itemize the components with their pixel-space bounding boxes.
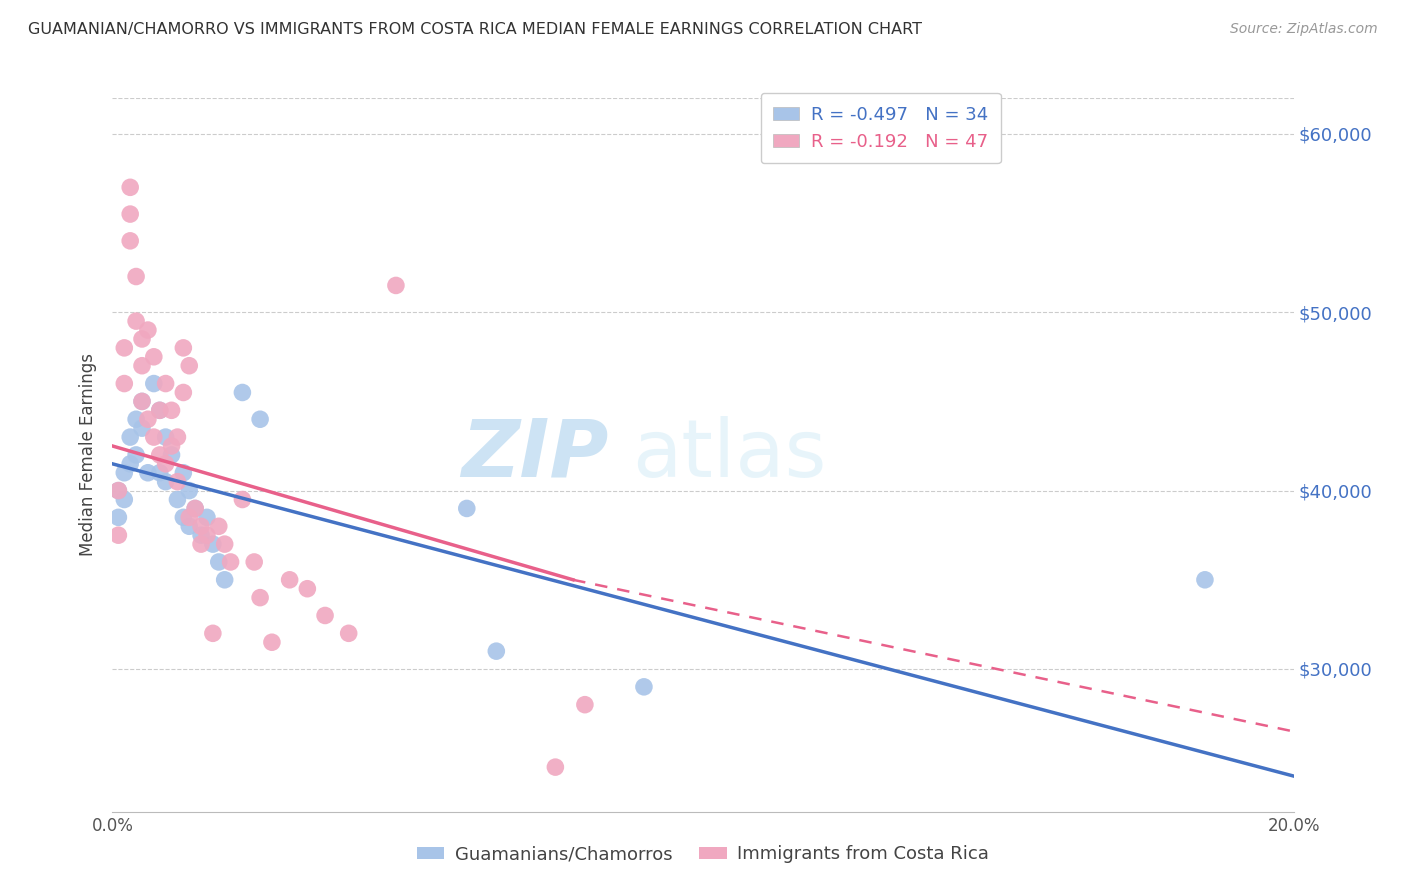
Point <box>131 394 153 409</box>
Point <box>149 466 172 480</box>
Point <box>155 430 177 444</box>
Point <box>485 644 508 658</box>
Point <box>120 180 142 194</box>
Point <box>112 466 135 480</box>
Point <box>179 483 201 498</box>
Point <box>201 537 224 551</box>
Point <box>107 483 129 498</box>
Point <box>260 635 283 649</box>
Point <box>166 475 188 489</box>
Text: ZIP: ZIP <box>461 416 609 494</box>
Point <box>155 376 177 391</box>
Point <box>633 680 655 694</box>
Point <box>195 510 218 524</box>
Point <box>172 385 194 400</box>
Point <box>120 234 142 248</box>
Point <box>574 698 596 712</box>
Point <box>136 412 159 426</box>
Point <box>214 573 236 587</box>
Point <box>131 332 153 346</box>
Point <box>190 519 212 533</box>
Point <box>155 475 177 489</box>
Point <box>179 519 201 533</box>
Point <box>155 457 177 471</box>
Point <box>231 385 253 400</box>
Point <box>142 350 165 364</box>
Point <box>278 573 301 587</box>
Point <box>112 341 135 355</box>
Point <box>190 537 212 551</box>
Text: GUAMANIAN/CHAMORRO VS IMMIGRANTS FROM COSTA RICA MEDIAN FEMALE EARNINGS CORRELAT: GUAMANIAN/CHAMORRO VS IMMIGRANTS FROM CO… <box>28 22 922 37</box>
Point <box>195 528 218 542</box>
Point <box>125 412 148 426</box>
Point <box>314 608 336 623</box>
Legend: Guamanians/Chamorros, Immigrants from Costa Rica: Guamanians/Chamorros, Immigrants from Co… <box>409 838 997 871</box>
Point <box>172 510 194 524</box>
Point <box>243 555 266 569</box>
Point <box>136 323 159 337</box>
Point <box>160 439 183 453</box>
Point <box>120 457 142 471</box>
Point <box>297 582 319 596</box>
Text: atlas: atlas <box>633 416 827 494</box>
Point <box>172 341 194 355</box>
Point <box>184 501 207 516</box>
Point <box>184 501 207 516</box>
Point <box>136 466 159 480</box>
Point <box>112 376 135 391</box>
Point <box>179 359 201 373</box>
Point <box>201 626 224 640</box>
Point <box>337 626 360 640</box>
Point <box>107 510 129 524</box>
Point <box>166 492 188 507</box>
Point <box>208 519 231 533</box>
Point <box>249 591 271 605</box>
Point <box>190 528 212 542</box>
Point <box>131 359 153 373</box>
Point <box>142 376 165 391</box>
Point <box>214 537 236 551</box>
Point <box>456 501 478 516</box>
Point <box>160 403 183 417</box>
Point <box>166 430 188 444</box>
Point <box>160 448 183 462</box>
Point <box>107 528 129 542</box>
Point <box>249 412 271 426</box>
Point <box>125 314 148 328</box>
Point <box>149 403 172 417</box>
Text: Source: ZipAtlas.com: Source: ZipAtlas.com <box>1230 22 1378 37</box>
Point <box>149 448 172 462</box>
Point <box>219 555 242 569</box>
Point <box>107 483 129 498</box>
Point <box>112 492 135 507</box>
Y-axis label: Median Female Earnings: Median Female Earnings <box>79 353 97 557</box>
Point <box>131 421 153 435</box>
Point <box>179 510 201 524</box>
Point <box>120 430 142 444</box>
Point <box>231 492 253 507</box>
Point <box>120 207 142 221</box>
Point <box>208 555 231 569</box>
Point <box>149 403 172 417</box>
Point <box>172 466 194 480</box>
Point <box>125 448 148 462</box>
Point <box>142 430 165 444</box>
Point <box>385 278 408 293</box>
Point <box>1194 573 1216 587</box>
Point <box>544 760 567 774</box>
Point <box>125 269 148 284</box>
Point <box>131 394 153 409</box>
